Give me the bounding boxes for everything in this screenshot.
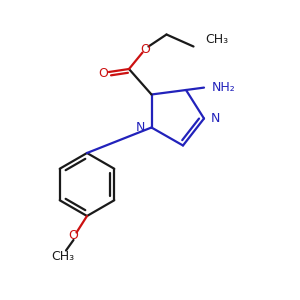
Text: O: O	[141, 43, 150, 56]
Text: N: N	[136, 121, 145, 134]
Text: O: O	[99, 67, 108, 80]
Text: N: N	[211, 112, 220, 125]
Text: CH₃: CH₃	[205, 33, 228, 46]
Text: NH₂: NH₂	[212, 81, 235, 94]
Text: CH₃: CH₃	[51, 250, 75, 263]
Text: O: O	[69, 229, 78, 242]
